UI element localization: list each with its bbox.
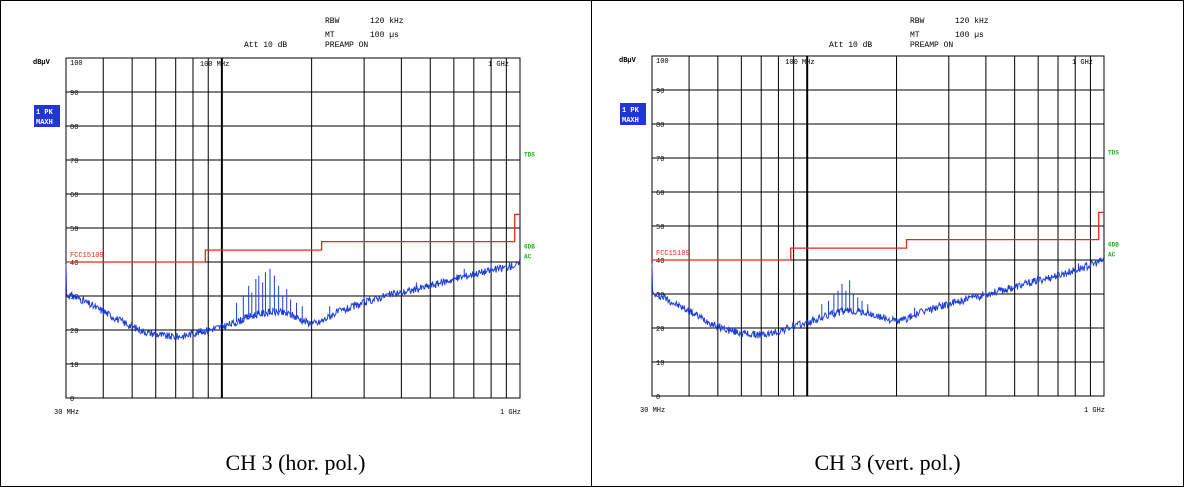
unit-label: dBµV — [619, 57, 637, 65]
limit-line — [652, 211, 1104, 261]
trace-marker-line1: 1 PK — [622, 107, 640, 115]
y-tick-label: 60 — [656, 190, 664, 198]
limit-line-label: FCC15109 — [656, 250, 690, 258]
rbw-label: RBW — [910, 17, 925, 26]
right-label-ac: AC — [524, 254, 532, 261]
mt-label: MT — [325, 31, 335, 40]
mt-label: MT — [910, 31, 920, 40]
right-label-ac: AC — [1108, 252, 1116, 259]
trace-marker-line2: MAXH — [622, 117, 639, 125]
trace-marker-box — [620, 103, 646, 125]
emission-plot-vertical: RBW 120 kHz MT 100 µs Att 10 dB PREAMP ON dBµV… — [619, 17, 1119, 415]
y-tick-label: 100 — [70, 60, 83, 68]
table-border-middle — [591, 0, 592, 487]
y-tick-label: 60 — [70, 192, 78, 200]
y-tick-label: 70 — [70, 158, 78, 166]
y-tick-label: 90 — [656, 88, 664, 96]
emission-plot-panel-horizontal: RBW 120 kHz MT 100 µs Att 10 dB PREAMP ON dBµV… — [0, 0, 591, 487]
plot-caption-vertical: CH 3 (vert. pol.) — [814, 450, 961, 475]
preamp-label: PREAMP ON — [325, 41, 368, 50]
y-tick-label: 50 — [656, 224, 664, 232]
y-tick-label: 20 — [656, 326, 664, 334]
table-border-left — [0, 0, 1, 487]
y-tick-label: 80 — [70, 124, 78, 132]
right-label-tds: TDS — [1108, 150, 1119, 157]
table-border-top — [0, 0, 1184, 1]
trace-marker-line1: 1 PK — [36, 109, 54, 117]
y-tick-label: 90 — [70, 90, 78, 98]
measurement-trace — [65, 260, 520, 341]
limit-line — [66, 213, 520, 263]
emission-plot-horizontal: RBW 120 kHz MT 100 µs Att 10 dB PREAMP ON dBµV… — [33, 17, 535, 417]
limit-line-label: FCC15109 — [70, 252, 104, 260]
y-tick-label: 20 — [70, 328, 78, 336]
y-tick-label: 40 — [656, 258, 664, 266]
y-tick-label: 0 — [70, 396, 74, 404]
rbw-label: RBW — [325, 17, 340, 26]
emission-plot-panel-vertical: RBW 120 kHz MT 100 µs Att 10 dB PREAMP ON dBµV… — [592, 0, 1183, 487]
x-tick-label-start: 30 MHz — [54, 409, 79, 417]
x-tick-label-end: 1 GHz — [500, 409, 521, 417]
x-tick-label-top-end: 1 GHz — [1072, 59, 1093, 67]
y-tick-label: 100 — [656, 58, 669, 66]
y-tick-label: 40 — [70, 260, 78, 268]
plot-caption-horizontal: CH 3 (hor. pol.) — [225, 450, 366, 475]
y-tick-label: 0 — [656, 394, 660, 402]
y-tick-label: 10 — [70, 362, 78, 370]
trace-marker-box — [34, 105, 60, 127]
y-tick-label: 10 — [656, 360, 664, 368]
rbw-value: 120 kHz — [955, 17, 989, 26]
y-tick-label: 30 — [656, 292, 664, 300]
right-label-tds: TDS — [524, 152, 535, 159]
y-tick-label: 70 — [656, 156, 664, 164]
y-tick-label: 30 — [70, 294, 78, 302]
x-tick-label-end: 1 GHz — [1084, 407, 1105, 415]
preamp-label: PREAMP ON — [910, 41, 953, 50]
right-label-6db: 6DB — [524, 243, 535, 250]
x-tick-label-top-mid: 100 MHz — [785, 59, 814, 67]
unit-label: dBµV — [33, 59, 51, 67]
y-tick-label: 80 — [656, 122, 664, 130]
x-tick-label-top-mid: 100 MHz — [200, 61, 229, 69]
y-tick-label: 50 — [70, 226, 78, 234]
trace-marker-line2: MAXH — [36, 119, 53, 127]
mt-value: 100 µs — [955, 31, 984, 40]
measurement-trace — [651, 257, 1105, 339]
att-label: Att 10 dB — [244, 41, 287, 50]
x-tick-label-start: 30 MHz — [640, 407, 665, 415]
right-label-6db: 6DB — [1108, 241, 1119, 248]
mt-value: 100 µs — [370, 31, 399, 40]
att-label: Att 10 dB — [829, 41, 872, 50]
x-tick-label-top-end: 1 GHz — [488, 61, 509, 69]
rbw-value: 120 kHz — [370, 17, 404, 26]
